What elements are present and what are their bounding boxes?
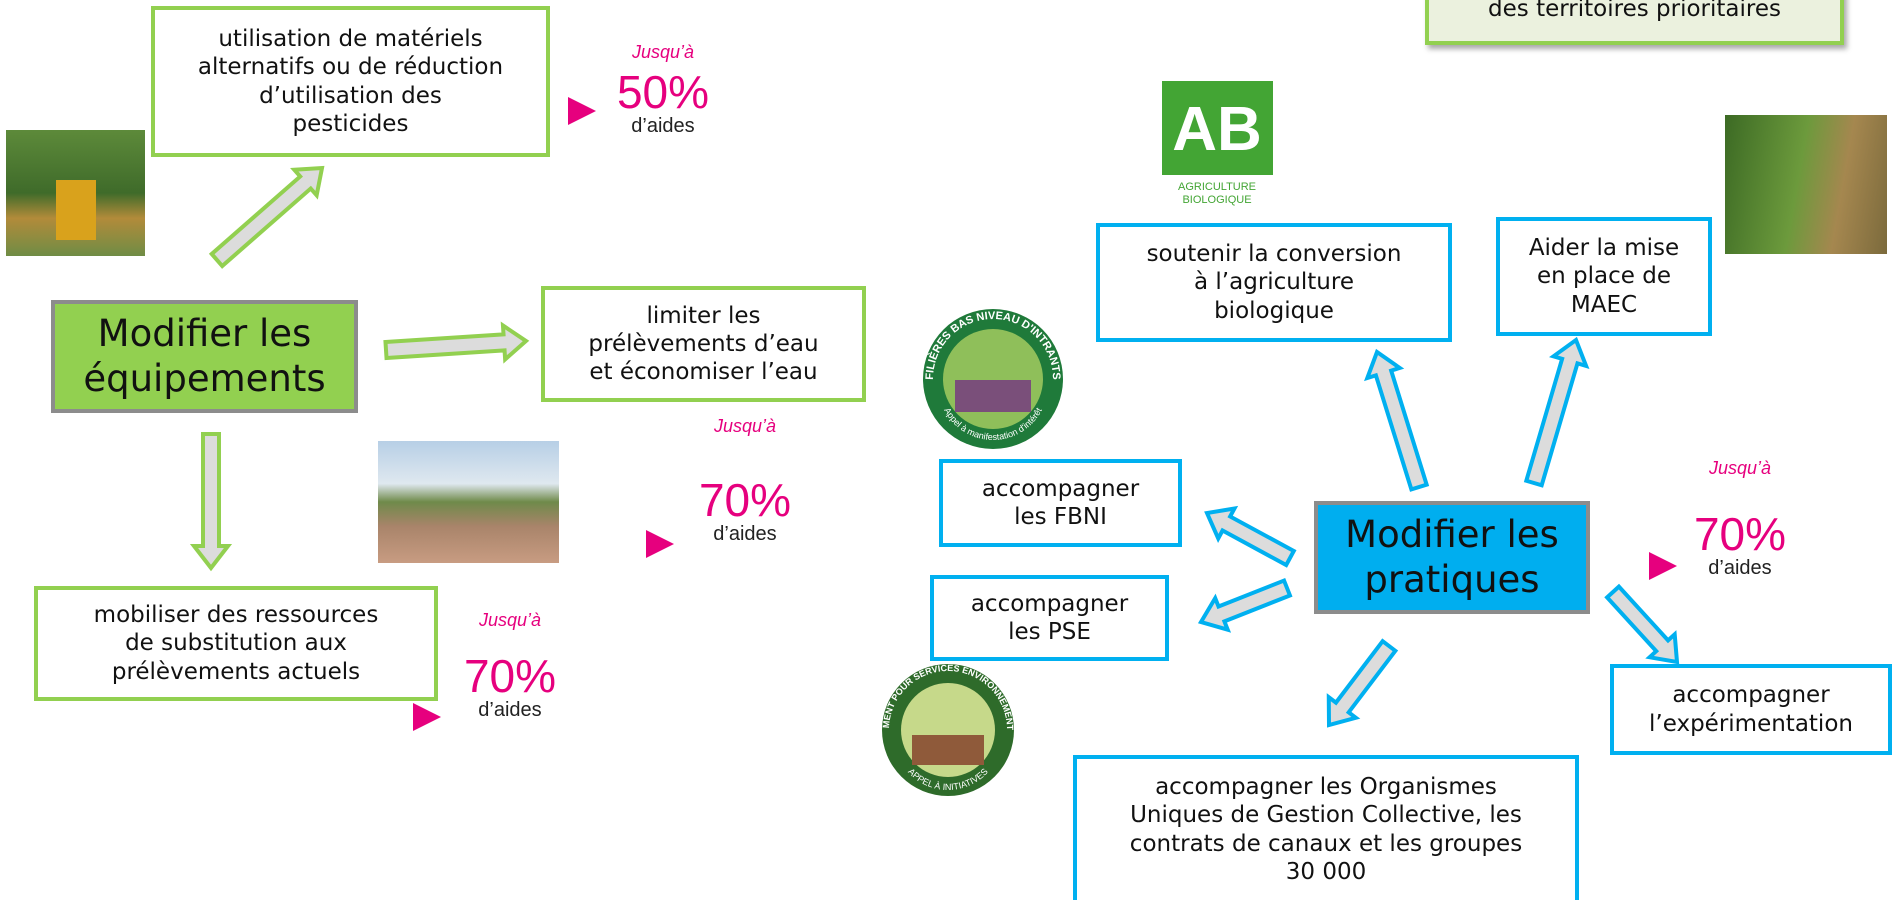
photo-tractor bbox=[6, 130, 145, 256]
line: accompagner bbox=[1672, 681, 1829, 709]
page: des territoires prioritaires Modifier le… bbox=[0, 0, 1894, 900]
tractor bbox=[56, 180, 96, 240]
line: Modifier les bbox=[1345, 513, 1559, 557]
badge-label: Jusqu’à bbox=[1685, 458, 1795, 479]
badge-suffix: d’aides bbox=[1685, 557, 1795, 580]
arrow bbox=[212, 168, 322, 266]
pointer bbox=[1649, 552, 1677, 580]
arrow bbox=[1526, 340, 1586, 485]
line: mobiliser des ressources bbox=[94, 601, 379, 629]
arrow bbox=[1207, 509, 1294, 565]
badge-value: 70% bbox=[455, 653, 565, 699]
line: pratiques bbox=[1364, 558, 1539, 602]
line: accompagner les Organismes bbox=[1155, 773, 1497, 801]
badge-value: 50% bbox=[608, 69, 718, 115]
badge: Jusqu’à 70%d’aides bbox=[455, 610, 565, 722]
pointer bbox=[413, 703, 441, 731]
arrow bbox=[1367, 352, 1426, 489]
badge-suffix: d’aides bbox=[690, 523, 800, 546]
line: à l’agriculture bbox=[1194, 268, 1354, 296]
line: prélèvements actuels bbox=[112, 658, 360, 686]
line: pesticides bbox=[293, 110, 409, 138]
priority-box: des territoires prioritaires bbox=[1425, 0, 1844, 45]
badge: Jusqu’à 50%d’aides bbox=[608, 42, 718, 138]
line: l’expérimentation bbox=[1649, 710, 1853, 738]
line: biologique bbox=[1214, 297, 1334, 325]
line: contrats de canaux et les groupes bbox=[1130, 830, 1522, 858]
arrow bbox=[194, 434, 228, 568]
line: prélèvements d’eau bbox=[588, 330, 818, 358]
line: accompagner bbox=[982, 475, 1139, 503]
line: accompagner bbox=[971, 590, 1128, 618]
arrow bbox=[1607, 587, 1677, 662]
badge-value: 70% bbox=[1685, 511, 1795, 557]
pointer bbox=[568, 97, 596, 125]
badge-label: Jusqu’à bbox=[690, 416, 800, 437]
line: Modifier les bbox=[98, 312, 312, 356]
pointer bbox=[646, 530, 674, 558]
badge: Jusqu’à 70%d’aides bbox=[690, 416, 800, 546]
photo-vineyard bbox=[1725, 115, 1887, 254]
line: 30 000 bbox=[1286, 858, 1366, 886]
line: en place de bbox=[1537, 262, 1671, 290]
line: de substitution aux bbox=[125, 629, 347, 657]
line: d’utilisation des bbox=[259, 82, 442, 110]
badge-label: Jusqu’à bbox=[455, 610, 565, 631]
text: des territoires prioritaires bbox=[1488, 0, 1781, 23]
badge-value: 70% bbox=[690, 477, 800, 523]
arrow bbox=[1329, 641, 1396, 725]
line: alternatifs ou de réduction bbox=[198, 53, 503, 81]
line: Uniques de Gestion Collective, les bbox=[1130, 801, 1522, 829]
line: les FBNI bbox=[1014, 503, 1107, 531]
arrow bbox=[1201, 581, 1290, 630]
line: Aider la mise bbox=[1529, 234, 1679, 262]
line: utilisation de matériels bbox=[218, 25, 482, 53]
line: équipements bbox=[83, 357, 325, 401]
badge-label: Jusqu’à bbox=[608, 42, 718, 63]
line: les PSE bbox=[1008, 618, 1091, 646]
line: MAEC bbox=[1571, 291, 1637, 319]
line: et économiser l’eau bbox=[589, 358, 817, 386]
badge-suffix: d’aides bbox=[608, 115, 718, 138]
arrow bbox=[385, 325, 526, 359]
photo-orchard bbox=[378, 441, 559, 563]
line: soutenir la conversion bbox=[1147, 240, 1402, 268]
badge: Jusqu’à 70%d’aides bbox=[1685, 458, 1795, 580]
badge-suffix: d’aides bbox=[455, 699, 565, 722]
line: limiter les bbox=[646, 302, 760, 330]
